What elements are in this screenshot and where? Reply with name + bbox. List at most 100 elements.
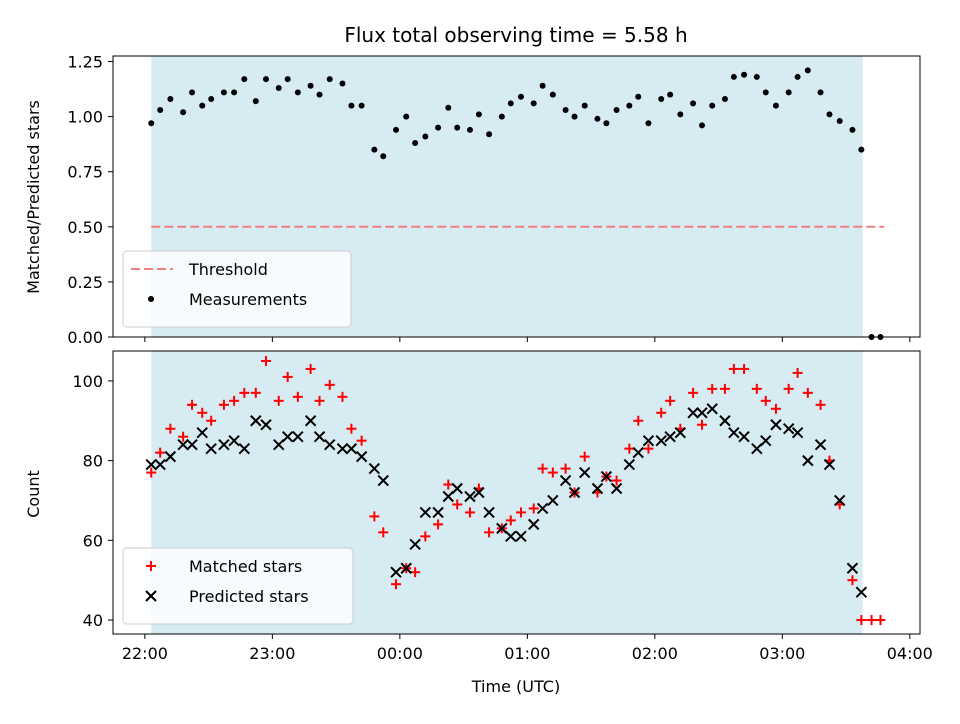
data-point	[698, 122, 705, 129]
data-point	[690, 100, 697, 107]
data-point	[422, 133, 429, 140]
data-point	[403, 113, 410, 120]
data-point	[760, 434, 772, 447]
data-point	[483, 506, 495, 519]
data-point	[517, 93, 524, 100]
data-point	[316, 91, 323, 98]
data-point	[751, 383, 762, 394]
data-point	[393, 126, 400, 133]
data-point	[753, 73, 760, 80]
data-point	[633, 415, 644, 426]
data-point	[164, 450, 177, 463]
data-point	[537, 463, 548, 474]
legend-label: Matched stars	[189, 557, 302, 576]
data-point	[856, 615, 867, 626]
data-point	[348, 102, 355, 109]
data-point	[314, 395, 325, 406]
data-point	[515, 530, 527, 543]
data-point	[475, 111, 482, 118]
data-point	[157, 106, 164, 113]
data-point	[324, 379, 335, 390]
data-point	[377, 474, 389, 487]
data-point	[368, 462, 381, 475]
data-point	[721, 95, 728, 102]
data-point	[626, 102, 633, 109]
legend-label: Predicted stars	[189, 587, 309, 606]
data-point	[241, 76, 248, 83]
data-point	[154, 458, 166, 471]
data-point	[728, 427, 740, 439]
data-point	[600, 470, 613, 483]
data-point	[294, 89, 301, 96]
data-point	[220, 89, 227, 96]
y-tick-label: 40	[83, 611, 103, 630]
data-point	[674, 427, 687, 439]
data-point	[645, 120, 652, 127]
data-point	[250, 387, 261, 398]
data-point	[579, 451, 590, 462]
data-point	[826, 111, 833, 118]
data-point	[369, 511, 380, 522]
data-point	[664, 430, 676, 443]
data-point	[454, 124, 461, 131]
data-point	[866, 615, 877, 626]
data-point	[791, 427, 804, 439]
data-point	[624, 443, 635, 454]
data-point	[782, 423, 795, 435]
series-measurements	[148, 67, 884, 340]
legend-label: Threshold	[188, 260, 268, 279]
bottom-y-axis-label: Count	[24, 470, 43, 518]
data-point	[635, 93, 642, 100]
data-point	[536, 502, 549, 515]
data-point	[677, 111, 684, 118]
x-tick-label: 03:00	[759, 644, 805, 663]
data-point	[610, 482, 623, 495]
y-tick-label: 100	[72, 372, 103, 391]
data-point	[530, 100, 537, 107]
data-point	[762, 89, 769, 96]
y-tick-label: 0.25	[67, 273, 103, 292]
data-point	[165, 423, 176, 434]
data-point	[772, 102, 779, 109]
bottom-panel: 22:00 23:00 00:00 01:00 02:00 03:00 04:00 40 60 8…	[72, 350, 933, 663]
chart-title: Flux total observing time = 5.58 h	[344, 23, 687, 47]
data-point	[875, 615, 886, 626]
data-point	[728, 363, 739, 374]
data-point	[260, 419, 272, 431]
data-point	[409, 538, 421, 551]
data-point	[709, 102, 716, 109]
data-point	[167, 95, 174, 102]
y-tick-label: 0.50	[67, 218, 103, 237]
y-tick-label: 0.00	[67, 328, 103, 347]
legend-box	[122, 250, 352, 328]
data-point	[218, 399, 229, 410]
data-point	[833, 494, 846, 507]
legend-marker	[145, 590, 157, 602]
data-point	[345, 442, 358, 455]
data-point	[849, 126, 856, 133]
x-tick-label: 00:00	[377, 644, 423, 663]
data-point	[484, 527, 495, 538]
data-point	[707, 383, 718, 394]
data-point	[146, 467, 157, 478]
data-point	[496, 522, 508, 535]
data-point	[324, 438, 336, 451]
data-point	[358, 102, 365, 109]
data-point	[658, 95, 665, 102]
data-point	[148, 120, 155, 127]
series-predicted-stars	[145, 403, 868, 598]
data-point	[178, 431, 189, 442]
data-point	[560, 463, 571, 474]
y-tick-label: 1.25	[67, 53, 103, 72]
data-point	[228, 434, 240, 447]
data-point	[568, 486, 581, 499]
data-point	[326, 76, 333, 83]
legend: Threshold Measurements	[122, 250, 352, 328]
data-point	[559, 474, 572, 487]
data-point	[313, 430, 326, 443]
data-point	[378, 527, 389, 538]
data-point	[419, 506, 432, 519]
data-point	[802, 387, 813, 398]
data-point	[355, 450, 368, 463]
